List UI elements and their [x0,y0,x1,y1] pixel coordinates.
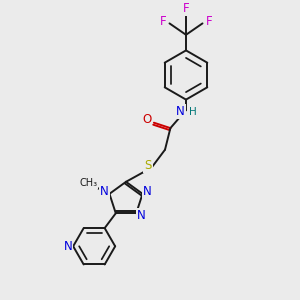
Text: F: F [160,15,166,28]
Text: N: N [176,105,185,118]
Text: N: N [63,240,72,253]
Text: N: N [137,209,146,222]
Text: O: O [142,113,151,126]
Text: CH₃: CH₃ [80,178,98,188]
Text: N: N [100,185,109,198]
Text: H: H [189,106,196,117]
Text: F: F [183,2,189,16]
Text: F: F [206,15,212,28]
Text: N: N [143,185,152,198]
Text: S: S [144,159,152,172]
